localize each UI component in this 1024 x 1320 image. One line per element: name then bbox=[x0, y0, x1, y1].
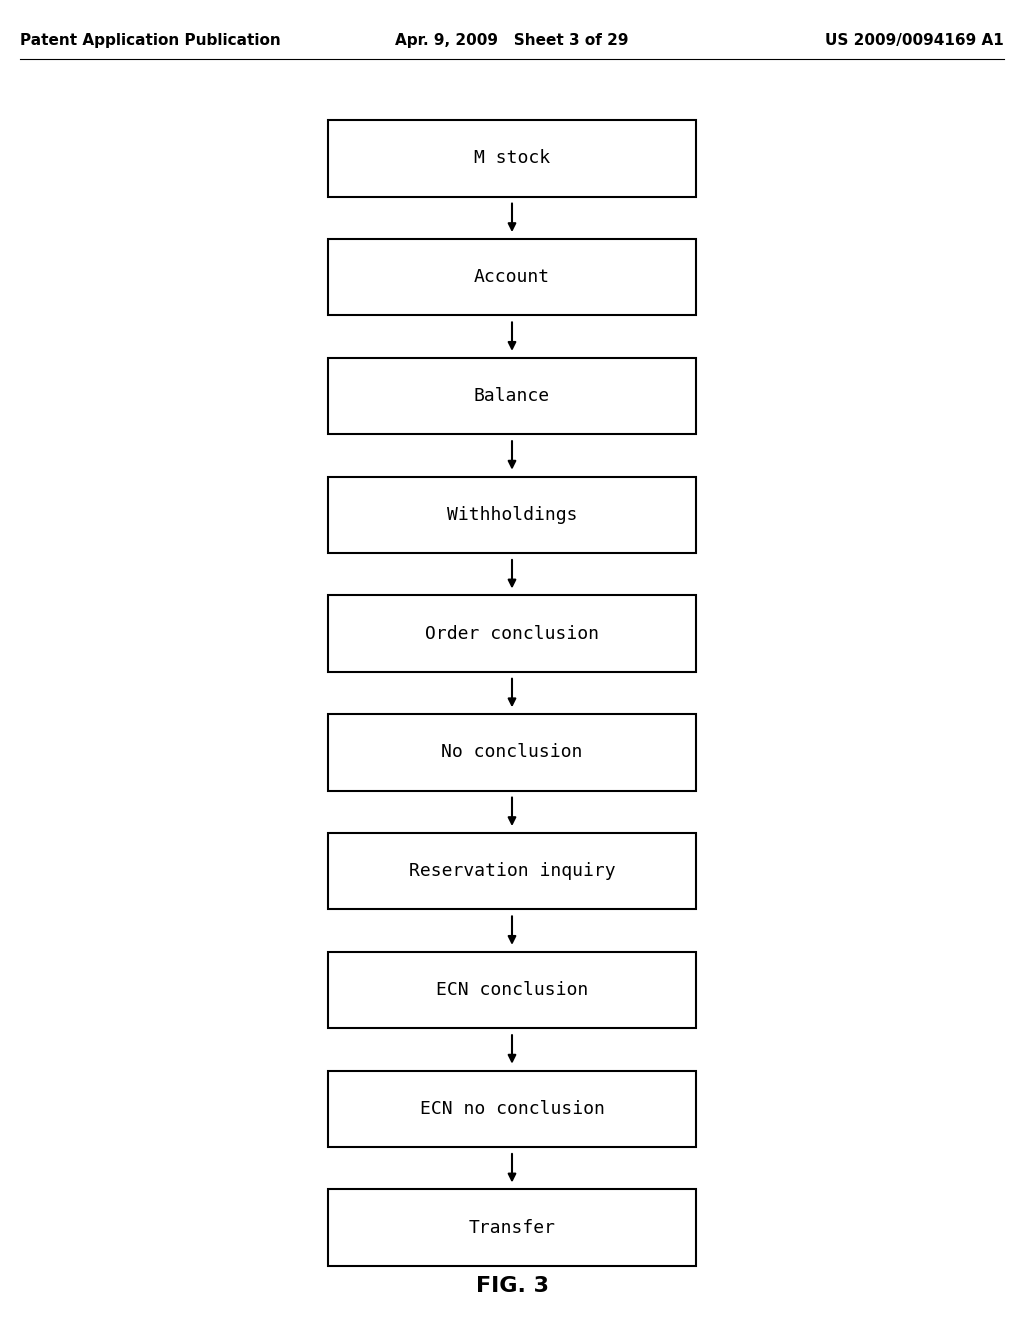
Text: ECN no conclusion: ECN no conclusion bbox=[420, 1100, 604, 1118]
Text: Reservation inquiry: Reservation inquiry bbox=[409, 862, 615, 880]
Text: M stock: M stock bbox=[474, 149, 550, 168]
FancyBboxPatch shape bbox=[328, 358, 696, 434]
FancyBboxPatch shape bbox=[328, 239, 696, 315]
Text: Patent Application Publication: Patent Application Publication bbox=[20, 33, 282, 48]
FancyBboxPatch shape bbox=[328, 477, 696, 553]
FancyBboxPatch shape bbox=[328, 833, 696, 909]
Text: Balance: Balance bbox=[474, 387, 550, 405]
Text: ECN conclusion: ECN conclusion bbox=[436, 981, 588, 999]
Text: Order conclusion: Order conclusion bbox=[425, 624, 599, 643]
Text: Account: Account bbox=[474, 268, 550, 286]
Text: FIG. 3: FIG. 3 bbox=[475, 1276, 549, 1296]
FancyBboxPatch shape bbox=[328, 952, 696, 1028]
FancyBboxPatch shape bbox=[328, 595, 696, 672]
Text: Transfer: Transfer bbox=[469, 1218, 555, 1237]
FancyBboxPatch shape bbox=[328, 1071, 696, 1147]
Text: Apr. 9, 2009   Sheet 3 of 29: Apr. 9, 2009 Sheet 3 of 29 bbox=[395, 33, 629, 48]
FancyBboxPatch shape bbox=[328, 120, 696, 197]
Text: US 2009/0094169 A1: US 2009/0094169 A1 bbox=[824, 33, 1004, 48]
FancyBboxPatch shape bbox=[328, 714, 696, 791]
Text: Withholdings: Withholdings bbox=[446, 506, 578, 524]
Text: No conclusion: No conclusion bbox=[441, 743, 583, 762]
FancyBboxPatch shape bbox=[328, 1189, 696, 1266]
